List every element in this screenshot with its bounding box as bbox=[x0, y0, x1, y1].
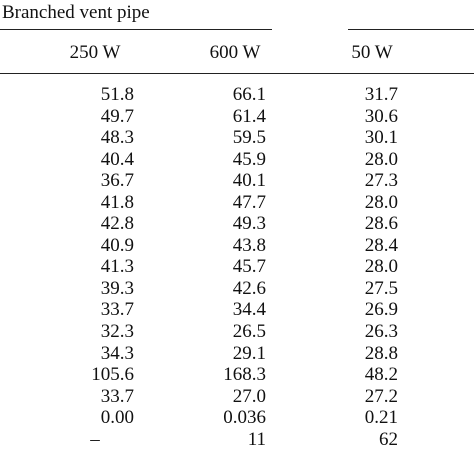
top-rule-right bbox=[348, 29, 474, 30]
cell-600w: 61.4 bbox=[232, 105, 266, 127]
cell-600w: 43.8 bbox=[232, 234, 266, 256]
table-row: 40.9 43.8 28.4 bbox=[0, 235, 474, 257]
cell-50w: 62 bbox=[379, 428, 398, 450]
table-row: 34.3 29.1 28.8 bbox=[0, 343, 474, 365]
cell-50w: 27.5 bbox=[364, 277, 398, 299]
table-row: 39.3 42.6 27.5 bbox=[0, 278, 474, 300]
table-row: 33.7 27.0 27.2 bbox=[0, 386, 474, 408]
cell-250w: 36.7 bbox=[100, 170, 134, 192]
table-row: 40.4 45.9 28.0 bbox=[0, 149, 474, 171]
cell-50w: 26.3 bbox=[364, 321, 398, 343]
cell-50w: 26.9 bbox=[364, 299, 398, 321]
cell-600w: 168.3 bbox=[223, 364, 266, 386]
table-row: 32.3 26.5 26.3 bbox=[0, 321, 474, 343]
table-row: 41.8 47.7 28.0 bbox=[0, 192, 474, 214]
cell-250w: 0.00 bbox=[100, 407, 134, 429]
cell-50w: 28.4 bbox=[364, 234, 398, 256]
cell-250w: 42.8 bbox=[100, 213, 134, 235]
cell-600w: 47.7 bbox=[232, 191, 266, 213]
table-row: 49.7 61.4 30.6 bbox=[0, 106, 474, 128]
top-rule-left bbox=[0, 29, 272, 30]
cell-600w: 40.1 bbox=[232, 170, 266, 192]
cell-50w: 31.7 bbox=[364, 84, 398, 105]
column-header-50w: 50 W bbox=[351, 42, 393, 63]
cell-600w: 26.5 bbox=[232, 321, 266, 343]
cell-600w: 42.6 bbox=[232, 277, 266, 299]
cell-50w: 27.3 bbox=[364, 170, 398, 192]
column-header-250w: 250 W bbox=[69, 42, 121, 63]
cell-250w: 48.3 bbox=[100, 127, 134, 149]
table-group-title: Branched vent pipe bbox=[2, 2, 150, 23]
cell-250w: 41.3 bbox=[100, 256, 134, 278]
column-header-600w: 600 W bbox=[209, 42, 261, 63]
cell-600w: 0.036 bbox=[223, 407, 266, 429]
cell-50w: 0.21 bbox=[364, 407, 398, 429]
cell-50w: 30.1 bbox=[364, 127, 398, 149]
cell-250w: 33.7 bbox=[100, 299, 134, 321]
cell-250w: 105.6 bbox=[91, 364, 134, 386]
table-row: 36.7 40.1 27.3 bbox=[0, 170, 474, 192]
table-row: 0.00 0.036 0.21 bbox=[0, 407, 474, 429]
cell-250w: 33.7 bbox=[100, 385, 134, 407]
cell-250w: 40.9 bbox=[100, 234, 134, 256]
cell-50w: 28.0 bbox=[364, 191, 398, 213]
cell-600w: 59.5 bbox=[232, 127, 266, 149]
table-row: 105.6 168.3 48.2 bbox=[0, 364, 474, 386]
cell-250w: 32.3 bbox=[100, 321, 134, 343]
cell-600w: 45.7 bbox=[232, 256, 266, 278]
cell-600w: 34.4 bbox=[232, 299, 266, 321]
table-row: – 11 62 bbox=[0, 429, 474, 451]
cell-250w: 41.8 bbox=[100, 191, 134, 213]
header-bottom-rule bbox=[0, 73, 474, 74]
table-row: 51.8 66.1 31.7 bbox=[0, 84, 474, 106]
cell-50w: 28.0 bbox=[364, 148, 398, 170]
table-body: 51.8 66.1 31.7 49.7 61.4 30.6 48.3 59.5 … bbox=[0, 84, 474, 450]
cell-250w: 49.7 bbox=[100, 105, 134, 127]
cell-250w: 39.3 bbox=[100, 277, 134, 299]
cell-250w: 34.3 bbox=[100, 342, 134, 364]
cell-250w: – bbox=[90, 428, 100, 450]
cell-50w: 28.8 bbox=[364, 342, 398, 364]
cell-50w: 28.0 bbox=[364, 256, 398, 278]
cell-600w: 45.9 bbox=[232, 148, 266, 170]
cell-50w: 27.2 bbox=[364, 385, 398, 407]
cell-600w: 11 bbox=[247, 428, 266, 450]
table-row: 42.8 49.3 28.6 bbox=[0, 213, 474, 235]
cell-250w: 40.4 bbox=[100, 148, 134, 170]
table-row: 33.7 34.4 26.9 bbox=[0, 299, 474, 321]
table-row: 41.3 45.7 28.0 bbox=[0, 256, 474, 278]
cell-250w: 51.8 bbox=[100, 84, 134, 105]
cell-600w: 66.1 bbox=[232, 84, 266, 105]
cell-600w: 49.3 bbox=[232, 213, 266, 235]
cell-50w: 30.6 bbox=[364, 105, 398, 127]
cell-50w: 28.6 bbox=[364, 213, 398, 235]
cell-600w: 29.1 bbox=[232, 342, 266, 364]
cell-50w: 48.2 bbox=[364, 364, 398, 386]
cell-600w: 27.0 bbox=[232, 385, 266, 407]
table-row: 48.3 59.5 30.1 bbox=[0, 127, 474, 149]
